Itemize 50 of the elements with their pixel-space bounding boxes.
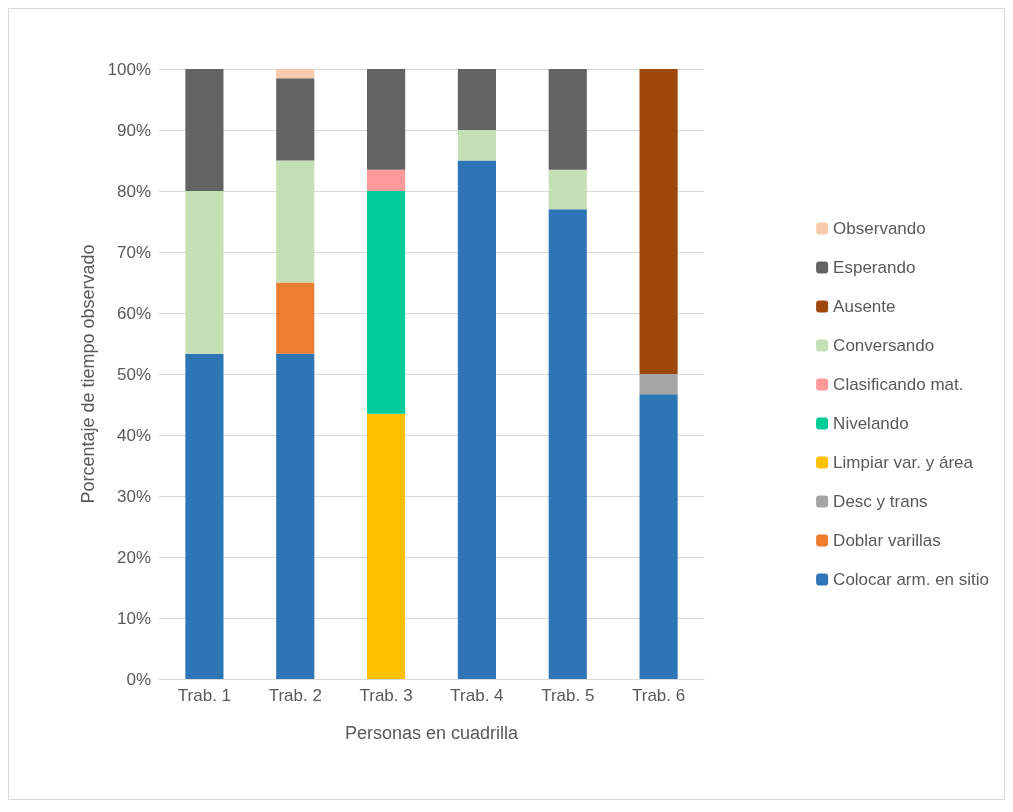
x-tick-label: Trab. 6	[631, 686, 686, 705]
y-tick-label: 60%	[116, 303, 151, 323]
y-axis-title: Porcentaje de tiempo observado	[77, 244, 98, 504]
legend-label: Limpiar var. y área	[833, 453, 974, 472]
legend-label: Doblar varillas	[833, 531, 941, 550]
x-tick-label: Trab. 2	[268, 686, 322, 705]
bar	[276, 78, 315, 161]
y-tick-label: 70%	[116, 242, 151, 262]
bar	[639, 374, 678, 395]
bar	[548, 169, 587, 210]
bar	[185, 191, 224, 354]
x-tick-label: Trab. 1	[177, 686, 232, 705]
y-tick-label: 0%	[126, 669, 151, 689]
bar	[276, 353, 315, 679]
bar	[276, 69, 315, 79]
bar	[185, 69, 224, 191]
x-tick-label: Trab. 3	[359, 686, 413, 705]
legend-label: Observando	[833, 219, 926, 238]
bar	[548, 69, 587, 170]
y-tick-label: 80%	[116, 181, 151, 201]
legend-label: Nivelando	[833, 414, 909, 433]
bar	[457, 160, 496, 679]
y-tick-label: 30%	[116, 486, 151, 506]
legend-label: Ausente	[833, 297, 896, 316]
bar	[639, 394, 678, 679]
y-tick-label: 10%	[116, 608, 151, 628]
bar	[457, 130, 496, 161]
bar	[367, 191, 406, 414]
y-tick-label: 40%	[116, 425, 151, 445]
bar	[367, 169, 406, 191]
bar	[457, 69, 496, 130]
bar	[367, 69, 406, 170]
y-tick-label: 20%	[116, 547, 151, 567]
bar	[367, 413, 406, 679]
x-tick-label: Trab. 4	[450, 686, 504, 705]
legend-label: Colocar arm. en sitio	[833, 570, 989, 589]
legend-label: Desc y trans	[833, 492, 928, 511]
bar	[185, 353, 224, 679]
legend-label: Clasificando mat.	[833, 375, 964, 394]
bar	[639, 69, 678, 374]
y-tick-label: 50%	[116, 364, 151, 384]
x-axis-title: Personas en cuadrilla	[344, 723, 520, 743]
legend-label: Conversando	[833, 336, 935, 355]
y-tick-label: 90%	[116, 120, 151, 140]
y-tick-label: 100%	[107, 59, 151, 79]
bar	[276, 282, 315, 354]
legend-label: Esperando	[833, 258, 916, 277]
bar	[548, 209, 587, 679]
bar	[276, 160, 315, 283]
x-tick-label: Trab. 5	[541, 686, 595, 705]
